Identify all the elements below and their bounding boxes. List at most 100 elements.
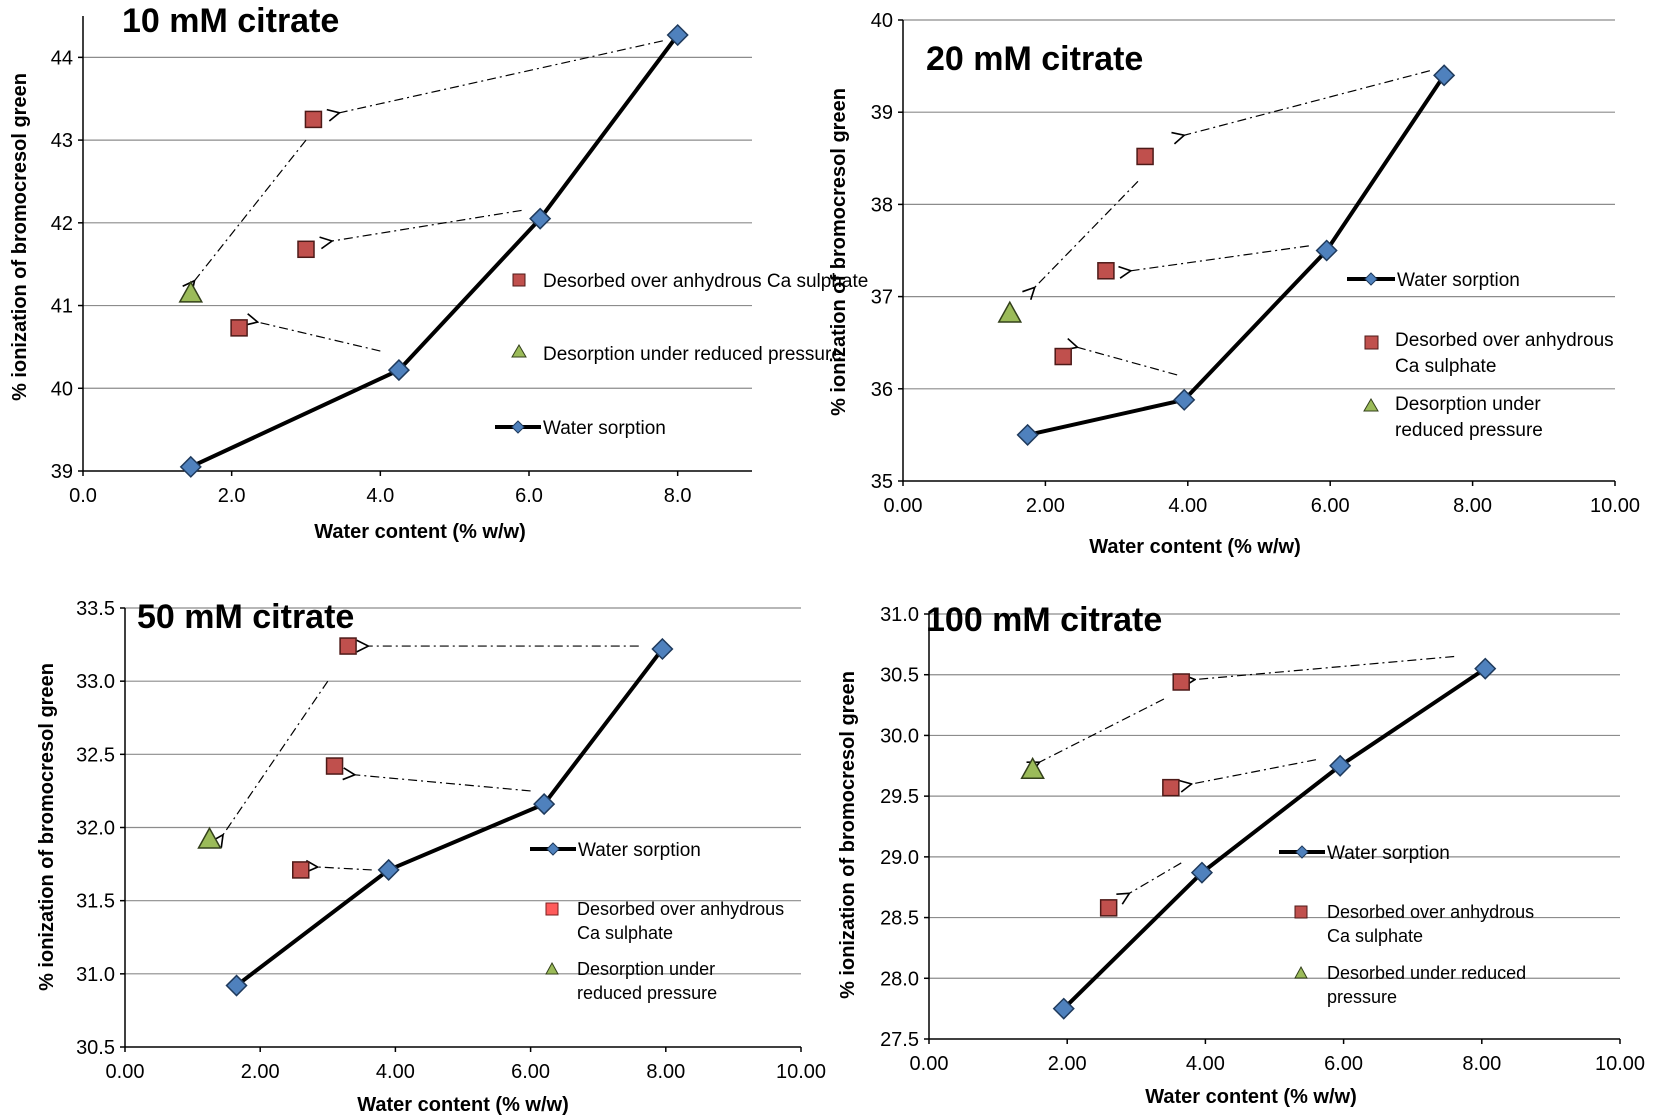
legend-label-box: Desorbed over anhydrous Ca sulphate [1327, 902, 1535, 946]
y-tick-label: 30.5 [76, 1037, 115, 1059]
legend-label: Desorption under reduced pressure [577, 959, 718, 1003]
y-tick-label: 31.0 [880, 604, 919, 626]
y-tick-label: 37 [871, 287, 893, 309]
legend-item-desorbed-ca-sulphate: Desorbed over anhydrous Ca sulphate [512, 271, 868, 292]
legend-marker-diamond [546, 842, 560, 856]
x-axis-label: Water content (% w/w) [1145, 1086, 1356, 1108]
legend-label: Desorption under reduced pressure [1395, 394, 1543, 441]
y-tick-label: 42 [51, 213, 73, 235]
annotation-arrow [223, 680, 329, 835]
legend-item-desorbed-ca-sulphate: Desorbed over anhydrous Ca sulphate [1294, 902, 1535, 946]
x-tick-label: 2.0 [218, 485, 246, 507]
annotation-arrow [1035, 180, 1139, 287]
legend-label: Water sorption [1327, 843, 1450, 864]
legend-item-desorbed-ca-sulphate: Desorbed over anhydrous Ca sulphate [545, 899, 784, 943]
y-tick-label: 32.5 [76, 744, 115, 766]
legend-marker-triangle [545, 961, 559, 975]
data-point-desorbed-ca-sulphate [297, 240, 315, 259]
legend-item-reduced-pressure: Desorption under reduced pressure [1363, 394, 1543, 441]
annotation-arrow [1195, 655, 1455, 680]
data-point-water-sorption [1190, 861, 1214, 884]
annotation-arrow [339, 40, 663, 113]
panel-50mm: 30.5 31.0 31.5 32.0 32.5 33.0 33.5 0.00 2.00 4.00… [36, 598, 826, 1116]
data-point-water-sorption [533, 793, 556, 816]
plot-area: 27.5 28.0 28.5 29.0 29.5 30.0 30.5 31.0 0.00 2.00… [880, 604, 1645, 1075]
chart-title: 10 mM citrate [122, 2, 339, 40]
annotation-arrow [1192, 759, 1317, 784]
x-tick-label: 4.00 [376, 1061, 415, 1083]
data-point-water-sorption [1315, 239, 1338, 262]
y-axis-label: % ionization of bromocresol green [36, 663, 58, 991]
y-tick-label: 31.5 [76, 891, 115, 913]
panel-100mm: 27.5 28.0 28.5 29.0 29.5 30.0 30.5 31.0 0.00 2.00… [837, 601, 1645, 1108]
legend-label: Water sorption [578, 840, 701, 861]
y-tick-label: 36 [871, 379, 893, 401]
y-tick-label: 38 [871, 194, 893, 216]
legend-item-water-sorption: Water sorption [1279, 843, 1450, 864]
y-tick-label: 43 [51, 130, 73, 152]
panel-10mm: 39 40 41 42 43 44 0.0 2.0 4.0 6.0 8.0 10 mM citrat… [9, 2, 868, 543]
x-tick-label: 10.00 [1590, 495, 1640, 517]
x-tick-label: 8.00 [1462, 1053, 1501, 1075]
legend-label-box: Desorbed over anhydrous Ca sulphate [577, 899, 784, 943]
plot-area: 35 36 37 38 39 40 0.00 2.00 4.00 6.00 8.00 10.00 [871, 10, 1640, 517]
x-tick-label: 6.00 [511, 1061, 550, 1083]
legend: Water sorption Desorbed over anhydrous C… [1279, 843, 1535, 1007]
legend-item-reduced-pressure: Desorption under reduced pressure [511, 344, 842, 365]
data-point-reduced-pressure [197, 826, 222, 849]
series-line-water-sorption [1027, 74, 1446, 437]
legend-label-box: Desorbed under reduced pressure [1327, 963, 1526, 1007]
plot-area: 30.5 31.0 31.5 32.0 32.5 33.0 33.5 0.00 2.00 4.00… [76, 598, 826, 1083]
legend-item-desorbed-ca-sulphate: Desorbed over anhydrous Ca sulphate [1364, 330, 1614, 377]
data-point-water-sorption [1173, 388, 1196, 411]
legend-item-reduced-pressure: Desorbed under reduced pressure [1294, 963, 1526, 1007]
y-axis-label: % ionization of bromocresol green [828, 88, 850, 416]
y-tick-label: 28.0 [880, 968, 919, 990]
x-tick-label: 6.00 [1324, 1053, 1363, 1075]
legend-item-water-sorption: Water sorption [530, 840, 701, 861]
legend-label: Desorbed over anhydrous Ca sulphate [543, 271, 868, 292]
data-point-desorbed-ca-sulphate [1097, 262, 1115, 280]
x-tick-label: 4.00 [1186, 1053, 1225, 1075]
y-tick-label: 39 [871, 102, 893, 124]
data-point-water-sorption [1329, 754, 1352, 777]
y-tick-label: 29.5 [880, 786, 919, 808]
x-axis-label: Water content (% w/w) [1089, 536, 1300, 558]
legend-item-water-sorption: Water sorption [495, 418, 666, 439]
data-point-desorbed-ca-sulphate [1099, 899, 1118, 917]
data-point-desorbed-ca-sulphate [1054, 347, 1072, 366]
x-tick-label: 0.00 [106, 1061, 145, 1083]
x-tick-label: 6.0 [515, 485, 543, 507]
legend-item-water-sorption: Water sorption [1347, 270, 1520, 291]
data-point-desorbed-ca-sulphate [292, 861, 310, 879]
legend-label: Desorbed over anhydrous Ca sulphate [1327, 902, 1535, 946]
annotation-arrow [318, 867, 372, 870]
data-point-desorbed-ca-sulphate [325, 757, 344, 775]
chart-title: 100 mM citrate [926, 601, 1162, 639]
annotation-arrow [1040, 698, 1165, 762]
x-tick-label: 4.0 [366, 485, 394, 507]
y-tick-label: 31.0 [76, 964, 115, 986]
y-tick-label: 33.0 [76, 671, 115, 693]
chart-title: 50 mM citrate [137, 598, 354, 636]
y-axis-label: % ionization of bromocresol green [9, 73, 31, 401]
data-point-desorbed-ca-sulphate [304, 110, 323, 129]
data-point-reduced-pressure [178, 280, 204, 303]
legend-marker-triangle [1294, 965, 1308, 979]
data-point-water-sorption [651, 637, 674, 661]
y-tick-label: 39 [51, 461, 73, 483]
panel-20mm: 35 36 37 38 39 40 0.00 2.00 4.00 6.00 8.00 10.00 20… [828, 10, 1640, 558]
x-axis-label: Water content (% w/w) [314, 521, 525, 543]
legend: Water sorption Desorbed over anhydrous C… [1347, 270, 1614, 441]
x-tick-label: 2.00 [1048, 1053, 1087, 1075]
legend-label: Water sorption [543, 418, 666, 439]
x-axis-label: Water content (% w/w) [357, 1094, 568, 1116]
legend-label: Desorbed over anhydrous Ca sulphate [1395, 330, 1614, 377]
y-tick-label: 40 [51, 378, 73, 400]
legend-label: Desorption under reduced pressure [543, 344, 842, 365]
annotation-arrow [1184, 70, 1431, 136]
data-point-desorbed-ca-sulphate [230, 319, 248, 337]
plot-area: 39 40 41 42 43 44 0.0 2.0 4.0 6.0 8.0 [51, 16, 752, 507]
x-tick-label: 0.00 [884, 495, 923, 517]
